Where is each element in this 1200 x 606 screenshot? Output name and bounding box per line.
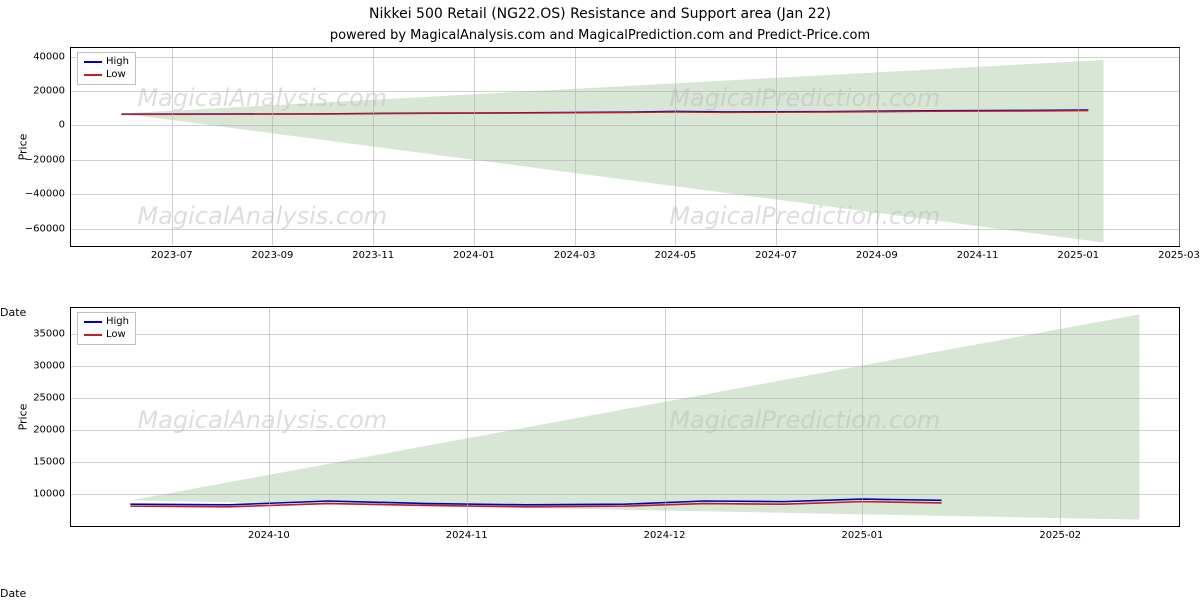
gridline	[467, 308, 468, 526]
gridline	[71, 494, 1179, 495]
legend-label-high: High	[106, 55, 129, 68]
y-tick-label: −20000	[25, 154, 71, 165]
legend-swatch-high	[84, 61, 102, 63]
legend-label-low: Low	[106, 68, 126, 81]
legend-label-low: Low	[106, 328, 126, 341]
gridline	[71, 398, 1179, 399]
legend-box: High Low	[77, 52, 136, 85]
gridline	[675, 48, 676, 246]
x-tick-label: 2024-11	[446, 526, 488, 541]
x-tick-label: 2024-09	[856, 246, 898, 261]
y-tick-label: 35000	[33, 328, 71, 339]
y-tick-label: 25000	[33, 392, 71, 403]
gridline	[269, 308, 270, 526]
legend-swatch-low	[84, 334, 102, 336]
y-tick-label: 20000	[33, 86, 71, 97]
gridline	[71, 366, 1179, 367]
x-tick-label: 2024-10	[248, 526, 290, 541]
top-chart-svg	[71, 48, 1179, 246]
legend-swatch-low	[84, 74, 102, 76]
x-tick-label: 2024-07	[755, 246, 797, 261]
gridline	[71, 194, 1179, 195]
x-axis-label-bottom: Date	[0, 587, 1200, 600]
gridline	[71, 334, 1179, 335]
gridline	[71, 430, 1179, 431]
y-tick-label: 30000	[33, 360, 71, 371]
gridline	[71, 125, 1179, 126]
legend-item-low: Low	[84, 328, 129, 341]
y-tick-label: 40000	[33, 51, 71, 62]
y-tick-label: 0	[59, 120, 71, 131]
x-tick-label: 2024-05	[654, 246, 696, 261]
y-tick-label: 10000	[33, 488, 71, 499]
gridline	[862, 308, 863, 526]
legend-label-high: High	[106, 315, 129, 328]
chart-subtitle: powered by MagicalAnalysis.com and Magic…	[0, 28, 1200, 43]
legend-box: High Low	[77, 312, 136, 345]
gridline	[1060, 308, 1061, 526]
y-axis-label: Price	[17, 404, 30, 431]
x-tick-label: 2025-01	[842, 526, 884, 541]
gridline	[776, 48, 777, 246]
legend-item-high: High	[84, 55, 129, 68]
gridline	[665, 308, 666, 526]
y-tick-label: −40000	[25, 189, 71, 200]
x-tick-label: 2023-11	[352, 246, 394, 261]
gridline	[474, 48, 475, 246]
gridline	[172, 48, 173, 246]
gridline	[71, 229, 1179, 230]
legend-item-low: Low	[84, 68, 129, 81]
gridline	[1078, 48, 1079, 246]
gridline	[71, 160, 1179, 161]
gridline	[1179, 48, 1180, 246]
x-tick-label: 2023-07	[151, 246, 193, 261]
chart-title: Nikkei 500 Retail (NG22.OS) Resistance a…	[0, 6, 1200, 22]
gridline	[272, 48, 273, 246]
y-tick-label: 15000	[33, 456, 71, 467]
x-tick-label: 2024-11	[957, 246, 999, 261]
y-tick-label: 20000	[33, 424, 71, 435]
x-tick-label: 2024-01	[453, 246, 495, 261]
y-tick-label: −60000	[25, 223, 71, 234]
gridline	[877, 48, 878, 246]
x-tick-label: 2025-01	[1057, 246, 1099, 261]
top-chart-panel: High Low Price −60000−40000−200000200004…	[70, 47, 1180, 247]
x-tick-label: 2025-02	[1039, 526, 1081, 541]
x-tick-label: 2023-09	[252, 246, 294, 261]
x-tick-label: 2024-12	[644, 526, 686, 541]
x-tick-label: 2025-03	[1158, 246, 1200, 261]
bottom-chart-panel: High Low Price 1000015000200002500030000…	[70, 307, 1180, 527]
gridline	[71, 57, 1179, 58]
x-tick-label: 2024-03	[554, 246, 596, 261]
gridline	[978, 48, 979, 246]
legend-swatch-high	[84, 321, 102, 323]
legend-item-high: High	[84, 315, 129, 328]
gridline	[373, 48, 374, 246]
gridline	[71, 91, 1179, 92]
gridline	[71, 462, 1179, 463]
chart-container: Nikkei 500 Retail (NG22.OS) Resistance a…	[0, 6, 1200, 606]
gridline	[575, 48, 576, 246]
